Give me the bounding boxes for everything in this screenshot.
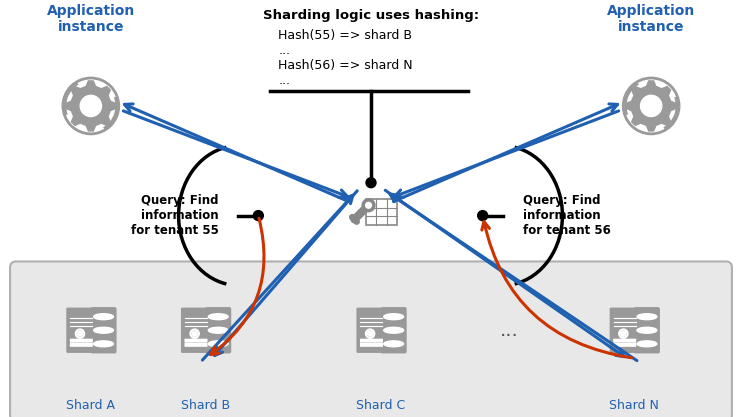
FancyArrowPatch shape [482, 222, 631, 358]
FancyBboxPatch shape [360, 339, 383, 343]
Text: Query: Find
information
for tenant 56: Query: Find information for tenant 56 [522, 194, 611, 237]
Circle shape [621, 331, 626, 336]
Circle shape [80, 95, 102, 116]
FancyBboxPatch shape [70, 343, 93, 347]
FancyArrowPatch shape [393, 104, 617, 201]
FancyBboxPatch shape [181, 308, 211, 353]
Ellipse shape [209, 327, 228, 333]
Text: Hash(55) => shard B: Hash(55) => shard B [278, 29, 413, 42]
Text: Query: Find
information
for tenant 55: Query: Find information for tenant 55 [131, 194, 218, 237]
FancyBboxPatch shape [206, 307, 232, 354]
Text: Shard C: Shard C [356, 399, 406, 412]
Text: ...: ... [278, 74, 290, 87]
Ellipse shape [209, 314, 228, 320]
Circle shape [623, 77, 680, 135]
FancyBboxPatch shape [91, 307, 116, 354]
FancyBboxPatch shape [185, 339, 208, 343]
Text: Hash(56) => shard N: Hash(56) => shard N [278, 59, 413, 72]
Text: Application
instance: Application instance [607, 4, 695, 34]
FancyArrowPatch shape [390, 194, 637, 361]
FancyBboxPatch shape [360, 343, 383, 347]
Circle shape [362, 199, 375, 212]
FancyBboxPatch shape [367, 199, 397, 225]
Circle shape [640, 95, 662, 116]
Circle shape [77, 331, 82, 336]
FancyArrowPatch shape [395, 111, 619, 197]
Text: Sharding logic uses hashing:: Sharding logic uses hashing: [263, 9, 479, 22]
FancyBboxPatch shape [613, 339, 636, 343]
Circle shape [62, 77, 119, 135]
Circle shape [192, 331, 197, 336]
FancyBboxPatch shape [70, 339, 93, 343]
Text: Shard A: Shard A [66, 399, 115, 412]
FancyBboxPatch shape [634, 307, 660, 354]
Ellipse shape [93, 314, 114, 320]
FancyBboxPatch shape [185, 343, 208, 347]
FancyArrowPatch shape [203, 195, 353, 360]
FancyArrowPatch shape [123, 111, 347, 197]
Circle shape [367, 331, 372, 336]
FancyBboxPatch shape [610, 308, 640, 353]
Text: Application
instance: Application instance [47, 4, 135, 34]
FancyArrowPatch shape [125, 104, 349, 201]
Ellipse shape [637, 314, 657, 320]
FancyArrowPatch shape [385, 190, 624, 357]
Text: Shard N: Shard N [609, 399, 659, 412]
Polygon shape [66, 81, 116, 131]
Circle shape [366, 202, 372, 208]
FancyArrowPatch shape [211, 218, 264, 354]
Ellipse shape [384, 314, 404, 320]
Ellipse shape [93, 341, 114, 347]
FancyBboxPatch shape [66, 308, 96, 353]
Ellipse shape [384, 327, 404, 333]
Text: Shard B: Shard B [181, 399, 230, 412]
Ellipse shape [637, 341, 657, 347]
Polygon shape [626, 81, 676, 131]
Ellipse shape [384, 341, 404, 347]
Text: ...: ... [278, 44, 290, 57]
Text: ...: ... [500, 321, 519, 340]
Ellipse shape [93, 327, 114, 333]
FancyBboxPatch shape [356, 308, 387, 353]
FancyBboxPatch shape [10, 261, 732, 417]
Circle shape [366, 178, 376, 188]
FancyArrowPatch shape [214, 191, 357, 355]
FancyBboxPatch shape [613, 343, 636, 347]
Circle shape [478, 211, 487, 221]
Ellipse shape [209, 341, 228, 347]
Ellipse shape [637, 327, 657, 333]
FancyBboxPatch shape [381, 307, 407, 354]
Circle shape [253, 211, 263, 221]
